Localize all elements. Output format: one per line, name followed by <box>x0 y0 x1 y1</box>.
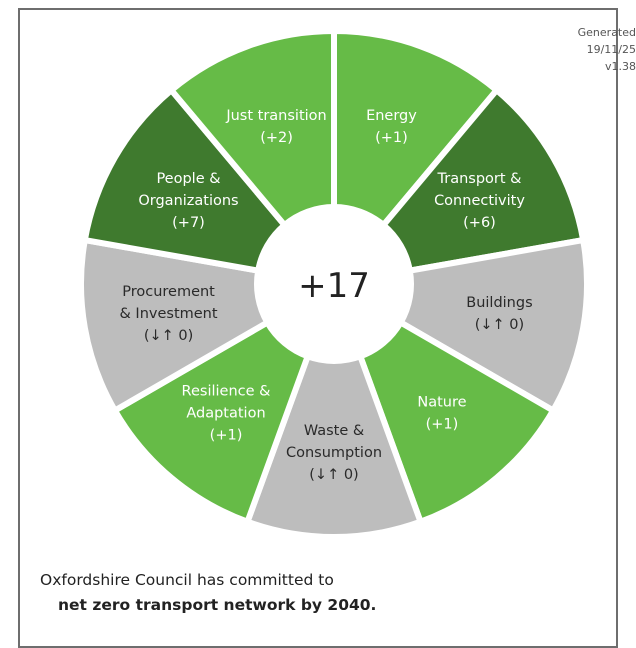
segment-label-line: (+1) <box>426 417 459 433</box>
segment-label-line: Connectivity <box>434 193 525 209</box>
segment-label-line: Just transition <box>225 108 326 124</box>
footer-text: Oxfordshire Council has committed to net… <box>40 568 376 618</box>
segment-label-line: Buildings <box>466 295 532 311</box>
segment-label-line: Procurement <box>122 284 215 300</box>
segment-label-line: (+2) <box>260 130 293 146</box>
segment-label-people: People & Organizations (+7) <box>138 171 238 231</box>
segment-label-just-transition: Just transition (+2) <box>225 108 326 146</box>
footer-line-1: Oxfordshire Council has committed to <box>40 571 334 589</box>
segment-label-line: (+6) <box>463 215 496 231</box>
segment-label-line: & Investment <box>120 306 218 322</box>
segment-label-line: Transport & <box>437 171 522 187</box>
segment-label-procurement: Procurement & Investment (↓↑ 0) <box>120 284 218 344</box>
segment-label-transport: Transport & Connectivity (+6) <box>434 171 525 231</box>
segment-label-nature: Nature (+1) <box>417 395 466 433</box>
segment-label-line: Waste & <box>304 423 364 439</box>
segment-label-energy: Energy (+1) <box>366 108 417 146</box>
segment-label-resilience: Resilience & Adaptation (+1) <box>182 384 271 444</box>
segment-label-line: (↓↑ 0) <box>309 467 358 483</box>
segment-label-line: (↓↑ 0) <box>475 317 524 333</box>
segment-label-line: (+1) <box>210 428 243 444</box>
footer-line-2: net zero transport network by 2040. <box>58 595 377 614</box>
segment-label-line: Nature <box>417 395 466 411</box>
segment-label-buildings: Buildings (↓↑ 0) <box>466 295 532 333</box>
segment-label-line: Adaptation <box>186 406 265 422</box>
segment-label-line: Energy <box>366 108 417 124</box>
segment-label-waste: Waste & Consumption (↓↑ 0) <box>286 423 382 483</box>
segment-label-line: Consumption <box>286 445 382 461</box>
segment-label-line: (+7) <box>172 215 205 231</box>
generated-date: 19/11/25 <box>586 43 636 57</box>
generated-label: Generated <box>577 26 636 39</box>
total-score: +17 <box>298 266 370 306</box>
generated-info: Generated 19/11/25 v1.38 <box>536 24 636 75</box>
segment-label-line: Resilience & <box>182 384 271 400</box>
score-wheel: Energy (+1) Transport & Connectivity (+6) Bui… <box>81 31 587 537</box>
segment-label-line: (↓↑ 0) <box>144 328 193 344</box>
segment-label-line: Organizations <box>138 193 238 209</box>
segment-label-line: (+1) <box>375 130 408 146</box>
generated-version: v1.38 <box>604 60 636 74</box>
center-circle <box>257 207 411 361</box>
segment-label-line: People & <box>156 171 220 187</box>
